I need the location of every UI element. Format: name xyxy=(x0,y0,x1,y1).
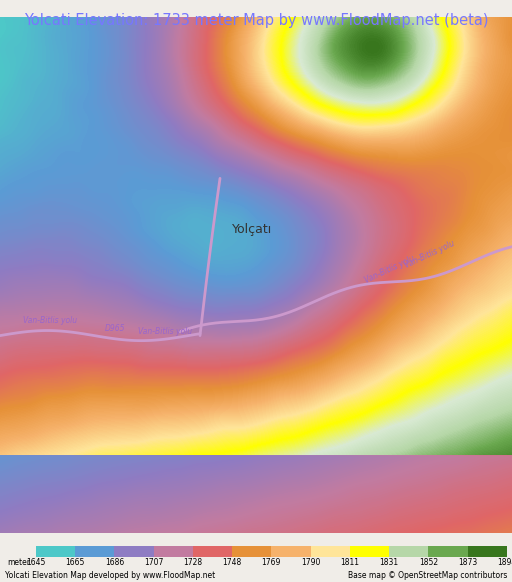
FancyBboxPatch shape xyxy=(232,546,271,558)
Text: 1728: 1728 xyxy=(183,558,202,567)
FancyBboxPatch shape xyxy=(193,546,232,558)
Text: Yolcati Elevation: 1733 meter Map by www.FloodMap.net (beta): Yolcati Elevation: 1733 meter Map by www… xyxy=(24,13,488,28)
FancyBboxPatch shape xyxy=(36,546,75,558)
Text: Van-Bitlis yolu: Van-Bitlis yolu xyxy=(364,254,416,285)
Text: 1665: 1665 xyxy=(66,558,85,567)
Text: Van-Bitlis yolu: Van-Bitlis yolu xyxy=(403,239,456,270)
Text: Yolcati Elevation Map developed by www.FloodMap.net: Yolcati Elevation Map developed by www.F… xyxy=(5,570,216,580)
Text: 1894: 1894 xyxy=(497,558,512,567)
Text: Van-Bitlis yolu: Van-Bitlis yolu xyxy=(23,317,77,325)
FancyBboxPatch shape xyxy=(311,546,350,558)
Text: Yolçatı: Yolçatı xyxy=(232,223,272,236)
Text: 1686: 1686 xyxy=(105,558,124,567)
FancyBboxPatch shape xyxy=(467,546,507,558)
FancyBboxPatch shape xyxy=(114,546,154,558)
FancyBboxPatch shape xyxy=(350,546,389,558)
Text: 1645: 1645 xyxy=(26,558,46,567)
Text: 1769: 1769 xyxy=(262,558,281,567)
Text: 1873: 1873 xyxy=(458,558,477,567)
Text: 1811: 1811 xyxy=(340,558,359,567)
Text: 1790: 1790 xyxy=(301,558,321,567)
Text: Van-Bitlis yolu: Van-Bitlis yolu xyxy=(138,327,192,336)
Text: meter: meter xyxy=(8,558,31,567)
Text: D965: D965 xyxy=(105,324,125,332)
Text: 1748: 1748 xyxy=(223,558,242,567)
Text: Base map © OpenStreetMap contributors: Base map © OpenStreetMap contributors xyxy=(348,570,507,580)
Text: 1707: 1707 xyxy=(144,558,163,567)
Text: 1852: 1852 xyxy=(419,558,438,567)
FancyBboxPatch shape xyxy=(429,546,467,558)
Text: 1831: 1831 xyxy=(379,558,399,567)
FancyBboxPatch shape xyxy=(75,546,114,558)
FancyBboxPatch shape xyxy=(389,546,429,558)
FancyBboxPatch shape xyxy=(271,546,311,558)
FancyBboxPatch shape xyxy=(154,546,193,558)
